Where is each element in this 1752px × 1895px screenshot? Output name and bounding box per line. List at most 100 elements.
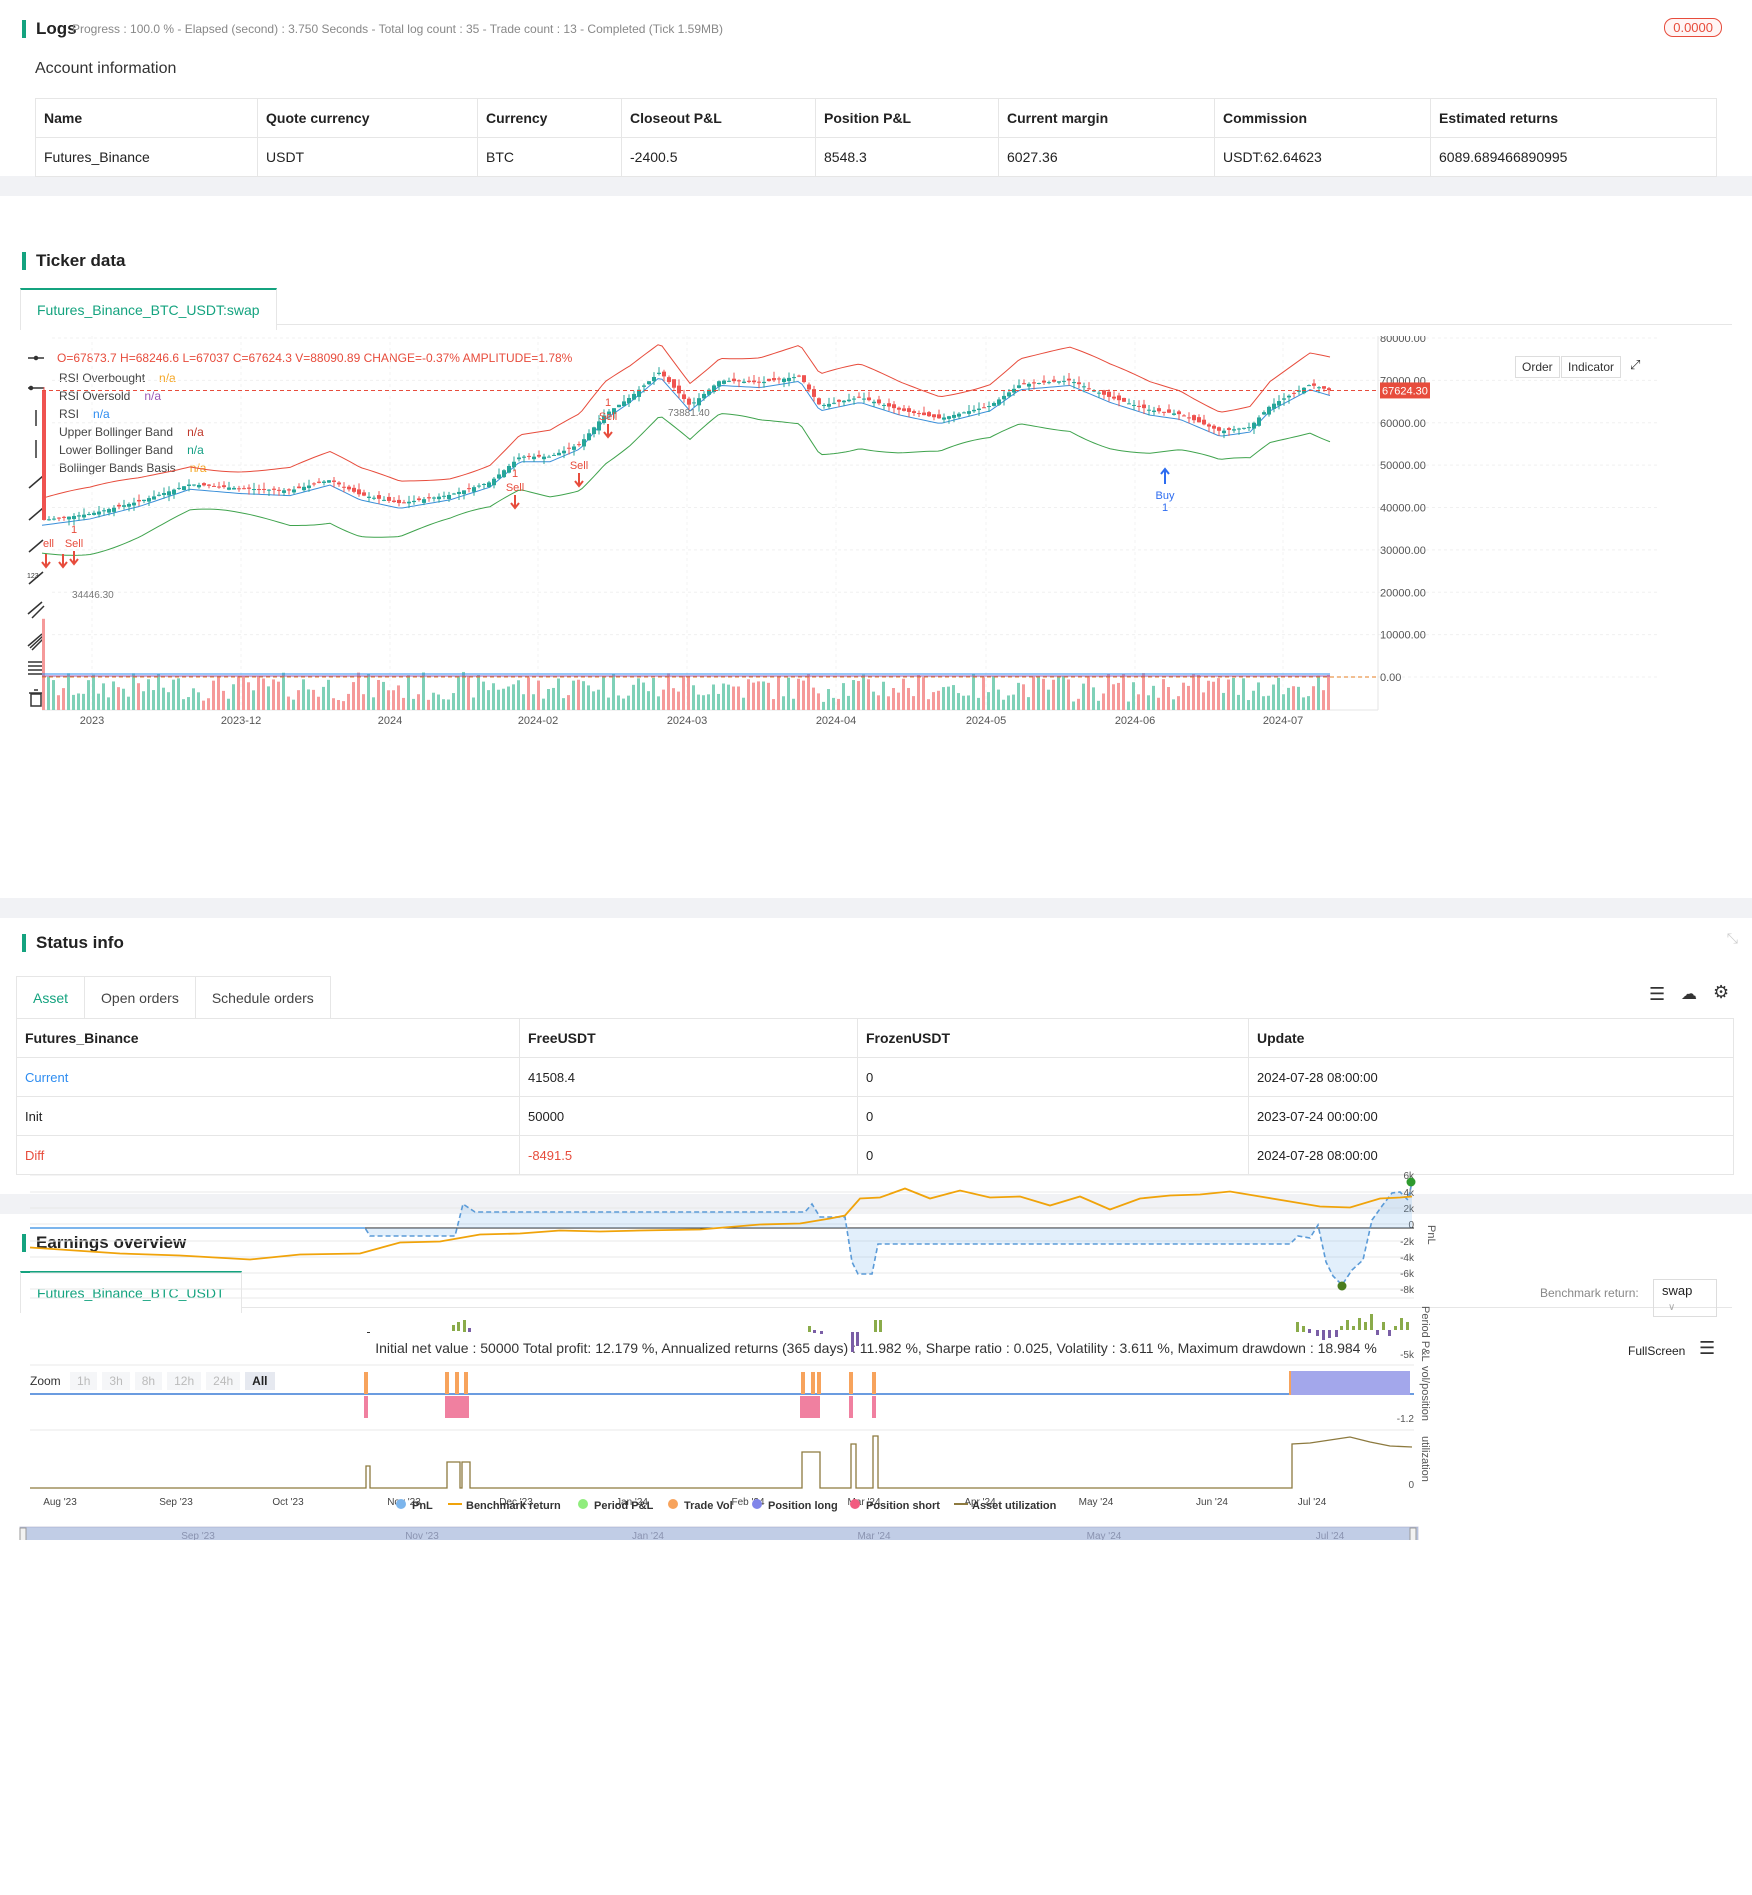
navigator-tick-label: Nov '23 bbox=[405, 1531, 439, 1540]
indicator-button[interactable]: Indicator bbox=[1561, 356, 1622, 378]
trend-line-icon[interactable] bbox=[28, 475, 44, 489]
legend-item[interactable]: Trade Vol bbox=[668, 1499, 733, 1512]
candlestick-chart[interactable]: 80000.0070000.0060000.0050000.0040000.00… bbox=[30, 336, 1730, 816]
ticker-tab[interactable]: Futures_Binance_BTC_USDT:swap bbox=[20, 288, 277, 330]
candle-body bbox=[317, 481, 321, 483]
volume-bar bbox=[732, 686, 735, 710]
legend-item[interactable]: Position long bbox=[752, 1499, 838, 1512]
settings-icon[interactable]: ⚙ bbox=[1713, 982, 1730, 1002]
tab-open-orders[interactable]: Open orders bbox=[84, 976, 196, 1018]
extended-line-icon[interactable] bbox=[28, 539, 44, 553]
candle-body bbox=[1207, 424, 1211, 427]
sell-signal[interactable]: 1 Sell bbox=[65, 524, 83, 566]
legend-item[interactable]: Period P&L bbox=[578, 1499, 654, 1512]
order-button[interactable]: Order bbox=[1515, 356, 1560, 378]
account-col-1: Quote currency bbox=[257, 98, 478, 138]
volume-bar bbox=[1042, 678, 1045, 710]
candle-body bbox=[592, 427, 596, 435]
col-update: Update bbox=[1248, 1018, 1734, 1058]
benchmark-select[interactable]: swap ∨ bbox=[1653, 1279, 1717, 1317]
volume-bar bbox=[1012, 694, 1015, 710]
close-status-icon[interactable]: ⤡ bbox=[1726, 930, 1738, 946]
volume-bar bbox=[1157, 697, 1160, 710]
legend-item[interactable]: PnL bbox=[396, 1499, 433, 1512]
volume-bar bbox=[302, 679, 305, 710]
candle-body bbox=[1202, 419, 1206, 425]
menu-icon[interactable]: ☰ bbox=[1699, 1338, 1716, 1358]
horizontal-ray-icon[interactable] bbox=[28, 385, 44, 391]
tab-asset[interactable]: Asset bbox=[16, 976, 86, 1018]
legend-swatch bbox=[578, 1499, 588, 1509]
legend-item[interactable]: RSI n/a bbox=[59, 405, 206, 423]
candle-body bbox=[607, 411, 611, 415]
list-icon[interactable]: ☰ bbox=[1649, 984, 1666, 1004]
sell-signal[interactable]: 1 Sell bbox=[599, 397, 617, 439]
period-pnl-bar bbox=[820, 1331, 823, 1334]
navigator-handle-right[interactable] bbox=[1409, 1527, 1417, 1540]
trash-icon[interactable] bbox=[29, 689, 43, 707]
earnings-tab[interactable]: Futures_Binance_BTC_USDT bbox=[20, 1271, 242, 1313]
sell-arrow-icon bbox=[58, 554, 68, 569]
zoom-all[interactable]: All bbox=[245, 1372, 275, 1390]
legend-item[interactable]: Lower Bollinger Band n/a bbox=[59, 441, 206, 459]
row-label-init: Init bbox=[16, 1096, 520, 1136]
navigator-selection[interactable] bbox=[20, 1527, 1418, 1540]
candle-body bbox=[537, 454, 541, 457]
volume-bar bbox=[562, 698, 565, 710]
candle-body bbox=[517, 457, 521, 460]
horizontal-line-icon[interactable] bbox=[28, 355, 44, 361]
price-label-icon[interactable] bbox=[28, 571, 44, 585]
candle-body bbox=[1112, 396, 1116, 399]
candle-body bbox=[1007, 392, 1011, 397]
candle-body bbox=[617, 404, 621, 408]
zoom-12h[interactable]: 12h bbox=[167, 1372, 202, 1390]
zoom-8h[interactable]: 8h bbox=[134, 1372, 163, 1390]
cloud-download-icon[interactable]: ☁ bbox=[1681, 986, 1697, 1003]
candle-body bbox=[487, 482, 491, 488]
volume-bar bbox=[1197, 675, 1200, 710]
volume-bar bbox=[1272, 684, 1275, 710]
candle-body bbox=[472, 487, 476, 492]
fullscreen-button[interactable]: FullScreen bbox=[1628, 1344, 1686, 1358]
ray-icon[interactable] bbox=[28, 507, 44, 521]
candle-body bbox=[167, 491, 171, 496]
legend-item[interactable]: RSI Overbought n/a bbox=[59, 369, 206, 387]
row-label-current[interactable]: Current bbox=[16, 1057, 520, 1097]
candle-body bbox=[222, 485, 226, 488]
volume-bar bbox=[557, 678, 560, 710]
legend-item[interactable]: Benchmark return bbox=[448, 1500, 561, 1512]
legend-item[interactable]: Upper Bollinger Band n/a bbox=[59, 423, 206, 441]
navigator-handle-left[interactable] bbox=[19, 1527, 27, 1540]
y-tick-label: 20000.00 bbox=[1380, 587, 1426, 599]
volume-bar bbox=[932, 692, 935, 710]
volume-bar bbox=[662, 689, 665, 710]
zoom-3h[interactable]: 3h bbox=[102, 1372, 130, 1390]
zoom-24h[interactable]: 24h bbox=[206, 1372, 241, 1390]
volume-bar bbox=[1052, 679, 1055, 710]
trade-vol-bar bbox=[445, 1372, 449, 1394]
candle-body bbox=[637, 389, 641, 397]
legend-item[interactable]: Position short bbox=[850, 1499, 940, 1512]
sell-signal[interactable]: 1 Sell bbox=[506, 468, 524, 510]
expand-icon[interactable]: ⤢ bbox=[1630, 357, 1641, 372]
period-pnl-bar bbox=[874, 1320, 877, 1332]
candle-body bbox=[412, 500, 416, 503]
candle-body bbox=[1307, 385, 1311, 387]
volume-bar bbox=[1092, 687, 1095, 710]
candle-body bbox=[1062, 380, 1066, 382]
sell-signal[interactable]: Sell bbox=[570, 460, 588, 488]
zoom-1h[interactable]: 1h bbox=[70, 1372, 98, 1390]
volume-bar bbox=[837, 698, 840, 710]
candle-body bbox=[722, 380, 726, 384]
legend-item[interactable]: Asset utilization bbox=[954, 1500, 1057, 1512]
tab-schedule-orders[interactable]: Schedule orders bbox=[194, 976, 331, 1018]
sell-arrow-icon bbox=[574, 473, 584, 488]
candle-body bbox=[347, 486, 351, 490]
legend-item[interactable]: RSI Oversold n/a bbox=[59, 387, 206, 405]
volume-bar bbox=[427, 699, 430, 710]
sell-label: Sell bbox=[599, 411, 617, 423]
fib-retracement-icon[interactable] bbox=[28, 661, 44, 675]
parallel-channel-icon[interactable] bbox=[27, 601, 45, 619]
